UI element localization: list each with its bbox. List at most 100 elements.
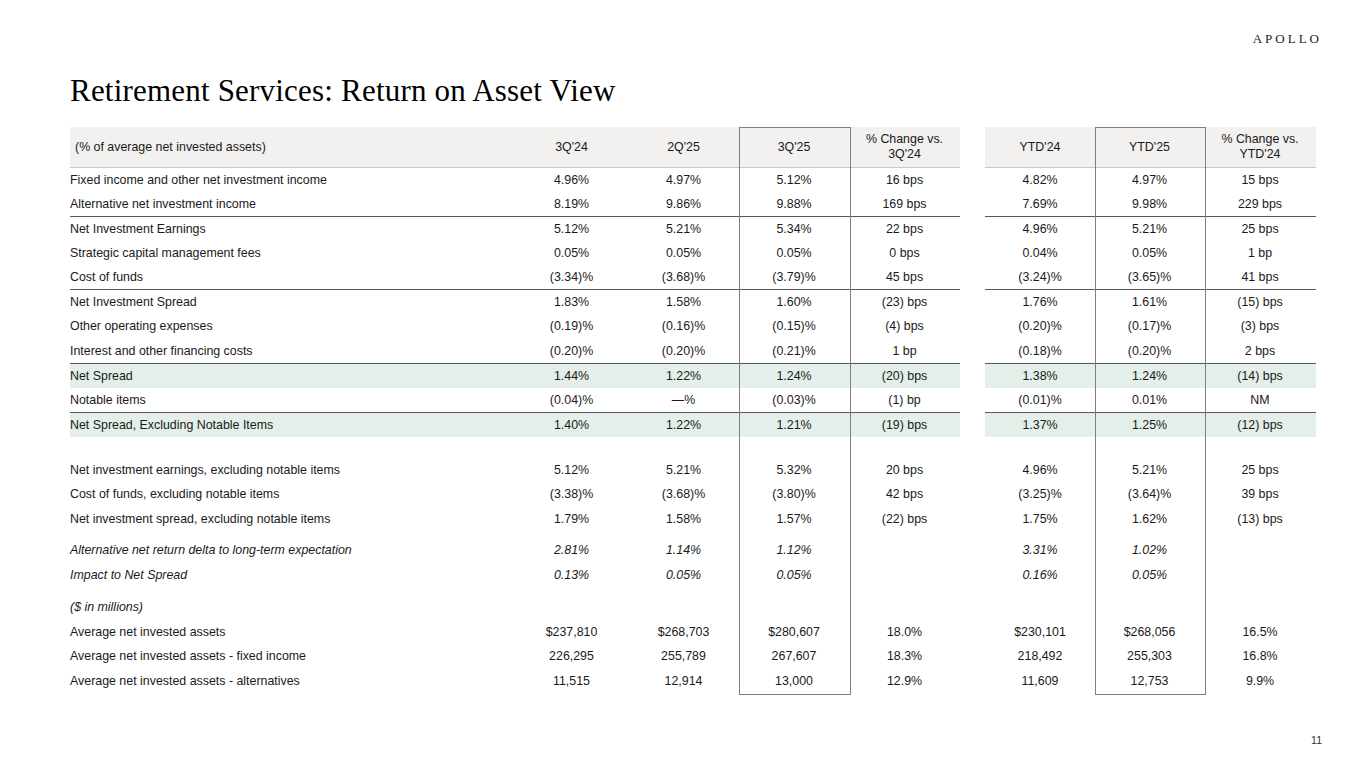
- cell-value: [1204, 595, 1316, 620]
- header-label: (% of average net invested assets): [70, 127, 515, 167]
- cell-value: 3.31%: [985, 538, 1095, 563]
- cell-value: (0.21)%: [739, 339, 849, 364]
- cell-value: 0.05%: [739, 563, 849, 588]
- cell-value: 0.13%: [515, 563, 628, 588]
- cell-value: 1.24%: [1095, 363, 1204, 388]
- cell-value: 1.25%: [1095, 412, 1204, 437]
- cell-value: 1.83%: [515, 290, 628, 315]
- cell-value: 5.32%: [739, 458, 849, 483]
- cell-value: 2.81%: [515, 538, 628, 563]
- cell-value: 5.21%: [1095, 216, 1204, 241]
- cell-value: 0.05%: [628, 241, 739, 266]
- cell-value: 5.21%: [628, 458, 739, 483]
- cell-value: 18.3%: [849, 644, 960, 669]
- cell-value: 0.16%: [985, 563, 1095, 588]
- cell-value: 42 bps: [849, 482, 960, 507]
- cell-value: 25 bps: [1204, 216, 1316, 241]
- cell-value: [985, 595, 1095, 620]
- cell-value: 0.05%: [739, 241, 849, 266]
- cell-value: 218,492: [985, 644, 1095, 669]
- cell-value: [515, 595, 628, 620]
- row-label: Average net invested assets: [70, 620, 515, 645]
- cell-value: 22 bps: [849, 216, 960, 241]
- table-row: Net investment earnings, excluding notab…: [70, 458, 1316, 483]
- cell-value: [1204, 538, 1316, 563]
- cell-value: (3.68)%: [628, 265, 739, 290]
- cell-value: (0.18)%: [985, 339, 1095, 364]
- cell-value: 16.5%: [1204, 620, 1316, 645]
- column-gap: [960, 669, 985, 694]
- cell-value: (0.20)%: [515, 339, 628, 364]
- cell-value: 41 bps: [1204, 265, 1316, 290]
- column-gap: [960, 127, 985, 167]
- cell-value: 5.12%: [739, 167, 849, 192]
- cell-value: (0.01)%: [985, 388, 1095, 413]
- cell-value: 1.14%: [628, 538, 739, 563]
- row-label: Net Investment Spread: [70, 290, 515, 315]
- header-col-chg-ytd: % Change vs. YTD'24: [1204, 127, 1316, 167]
- column-gap: [960, 363, 985, 388]
- spacer-row: [70, 531, 1316, 538]
- cell-value: 169 bps: [849, 192, 960, 217]
- row-label: Alternative net return delta to long-ter…: [70, 538, 515, 563]
- cell-value: 4.82%: [985, 167, 1095, 192]
- cell-value: $237,810: [515, 620, 628, 645]
- cell-value: 9.86%: [628, 192, 739, 217]
- cell-value: 4.97%: [1095, 167, 1204, 192]
- spacer-row: [70, 587, 1316, 595]
- cell-value: 1.22%: [628, 412, 739, 437]
- cell-value: 5.21%: [1095, 458, 1204, 483]
- cell-value: 0.01%: [1095, 388, 1204, 413]
- table-body: Fixed income and other net investment in…: [70, 167, 1316, 693]
- cell-value: (15) bps: [1204, 290, 1316, 315]
- cell-value: (3.68)%: [628, 482, 739, 507]
- cell-value: 0.05%: [628, 563, 739, 588]
- spacer-cell: [70, 437, 1316, 458]
- cell-value: 1.44%: [515, 363, 628, 388]
- cell-value: (23) bps: [849, 290, 960, 315]
- cell-value: $268,056: [1095, 620, 1204, 645]
- table-row: Interest and other financing costs(0.20)…: [70, 339, 1316, 364]
- row-label: Cost of funds: [70, 265, 515, 290]
- cell-value: 1.60%: [739, 290, 849, 315]
- cell-value: 25 bps: [1204, 458, 1316, 483]
- table-row: Net Investment Spread1.83%1.58%1.60%(23)…: [70, 290, 1316, 315]
- cell-value: 1.02%: [1095, 538, 1204, 563]
- table-row: Alternative net return delta to long-ter…: [70, 538, 1316, 563]
- table-row: Average net invested assets$237,810 $268,…: [70, 620, 1316, 645]
- header-col-chg-q: % Change vs. 3Q'24: [849, 127, 960, 167]
- cell-value: 8.19%: [515, 192, 628, 217]
- cell-value: (3.64)%: [1095, 482, 1204, 507]
- cell-value: 0.05%: [515, 241, 628, 266]
- column-gap: [960, 192, 985, 217]
- cell-value: 1.38%: [985, 363, 1095, 388]
- cell-value: 16.8%: [1204, 644, 1316, 669]
- cell-value: (20) bps: [849, 363, 960, 388]
- cell-value: 2 bps: [1204, 339, 1316, 364]
- header-col-3q25: 3Q'25: [739, 127, 849, 167]
- column-gap: [960, 167, 985, 192]
- table-row: Impact to Net Spread0.13%0.05%0.05%0.16%…: [70, 563, 1316, 588]
- row-label: Other operating expenses: [70, 314, 515, 339]
- cell-value: 45 bps: [849, 265, 960, 290]
- row-label: Average net invested assets - alternativ…: [70, 669, 515, 694]
- cell-value: (0.15)%: [739, 314, 849, 339]
- cell-value: 5.12%: [515, 216, 628, 241]
- cell-value: (3) bps: [1204, 314, 1316, 339]
- column-gap: [960, 241, 985, 266]
- apollo-logo: APOLLO: [1253, 31, 1322, 47]
- table-row: Average net invested assets - fixed inco…: [70, 644, 1316, 669]
- cell-value: —%: [628, 388, 739, 413]
- cell-value: [628, 595, 739, 620]
- cell-value: (22) bps: [849, 507, 960, 532]
- column-gap: [960, 458, 985, 483]
- header-col-ytd24: YTD'24: [985, 127, 1095, 167]
- cell-value: $230,101: [985, 620, 1095, 645]
- cell-value: (19) bps: [849, 412, 960, 437]
- cell-value: 9.98%: [1095, 192, 1204, 217]
- cell-value: (3.34)%: [515, 265, 628, 290]
- column-gap: [960, 388, 985, 413]
- cell-value: 1.61%: [1095, 290, 1204, 315]
- cell-value: 5.12%: [515, 458, 628, 483]
- cell-value: [739, 595, 849, 620]
